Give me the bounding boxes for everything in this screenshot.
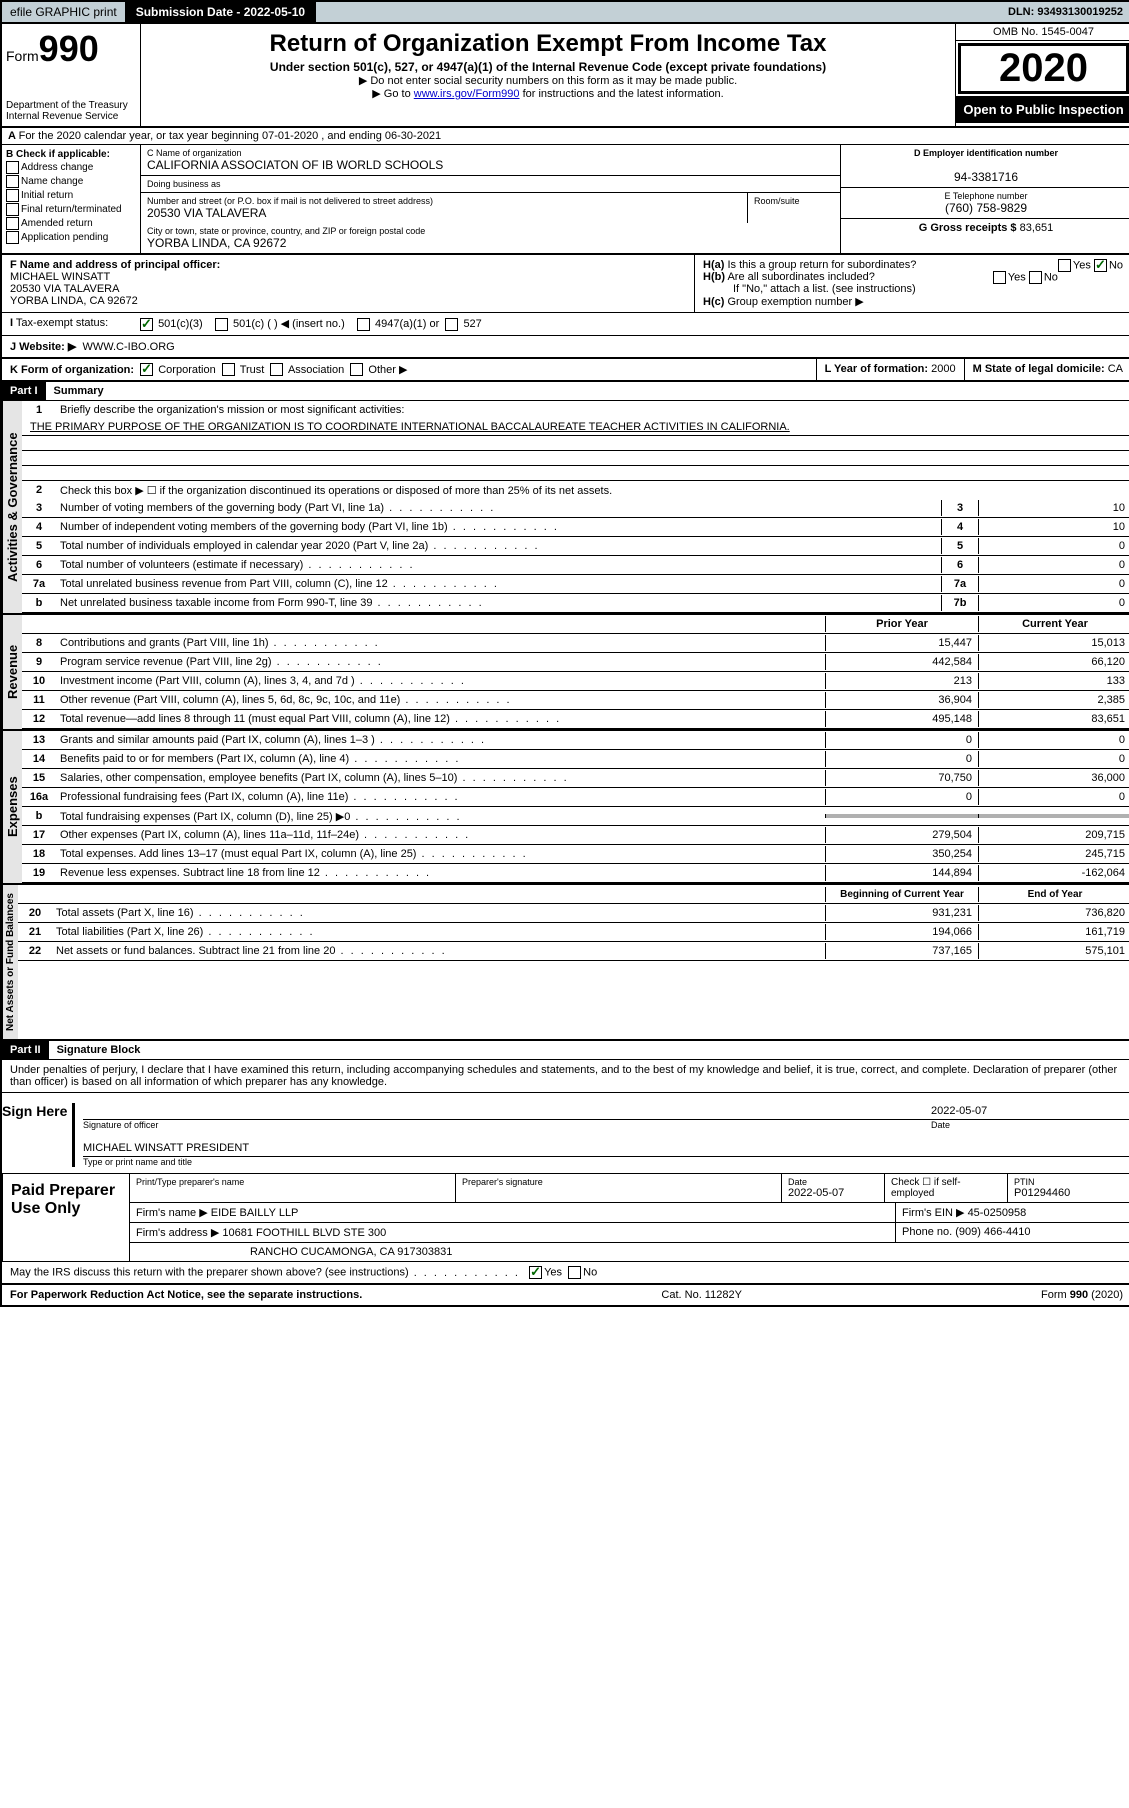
- discuss-row: May the IRS discuss this return with the…: [2, 1262, 1129, 1285]
- part2-header: Part II: [2, 1041, 49, 1059]
- chk-initial[interactable]: Initial return: [6, 189, 136, 202]
- ein-cell: D Employer identification number94-33817…: [841, 145, 1129, 188]
- tax-year: 2020: [958, 43, 1129, 94]
- efile-label: efile GRAPHIC print: [2, 2, 126, 22]
- paid-preparer: Paid Preparer Use Only: [3, 1174, 130, 1261]
- footer-right: Form 990 (2020): [1041, 1289, 1123, 1301]
- department: Department of the Treasury Internal Reve…: [6, 100, 136, 122]
- chk-pending[interactable]: Application pending: [6, 231, 136, 244]
- omb-number: OMB No. 1545-0047: [956, 24, 1129, 41]
- date-lbl: Date: [931, 1120, 1129, 1130]
- sig-date: 2022-05-07: [931, 1105, 1129, 1117]
- chk-amended[interactable]: Amended return: [6, 217, 136, 230]
- dln: DLN: 93493130019252: [1000, 3, 1129, 21]
- chk-501c3[interactable]: [140, 318, 153, 331]
- city-cell: City or town, state or province, country…: [141, 223, 840, 253]
- sign-here: Sign Here: [2, 1103, 72, 1167]
- dba-cell: Doing business as: [141, 176, 840, 193]
- col-current: Current Year: [978, 616, 1129, 632]
- org-name-cell: C Name of organizationCALIFORNIA ASSOCIA…: [141, 145, 840, 176]
- form-title: Return of Organization Exempt From Incom…: [145, 30, 951, 58]
- side-governance: Activities & Governance: [2, 401, 22, 613]
- principal-officer: F Name and address of principal officer:…: [2, 255, 695, 312]
- chk-4947[interactable]: [357, 318, 370, 331]
- state-domicile: M State of legal domicile: CA: [964, 359, 1129, 381]
- footer-mid: Cat. No. 11282Y: [661, 1289, 742, 1301]
- group-return: H(a) Is this a group return for subordin…: [695, 255, 1129, 312]
- phone-cell: E Telephone number(760) 758-9829: [841, 188, 1129, 219]
- address-cell: Number and street (or P.O. box if mail i…: [141, 193, 748, 223]
- side-netassets: Net Assets or Fund Balances: [2, 885, 18, 1039]
- sig-name: MICHAEL WINSATT PRESIDENT: [83, 1142, 1129, 1154]
- website-row: J Website: ▶ WWW.C-IBO.ORG: [2, 336, 1129, 359]
- k-form-org: K Form of organization: Corporation Trus…: [2, 359, 816, 381]
- chk-trust[interactable]: [222, 363, 235, 376]
- irs-link[interactable]: www.irs.gov/Form990: [414, 88, 520, 100]
- row-a: A For the 2020 calendar year, or tax yea…: [2, 128, 1129, 145]
- side-expenses: Expenses: [2, 731, 22, 883]
- note-ssn: ▶ Do not enter social security numbers o…: [145, 74, 951, 87]
- gross-receipts: G Gross receipts $ 83,651: [841, 219, 1129, 237]
- sig-name-lbl: Type or print name and title: [83, 1157, 1129, 1167]
- room-cell: Room/suite: [748, 193, 840, 223]
- col-begin: Beginning of Current Year: [825, 887, 978, 902]
- col-b-checks: B Check if applicable: Address change Na…: [2, 145, 141, 253]
- line2-text: Check this box ▶ ☐ if the organization d…: [56, 482, 1129, 499]
- side-revenue: Revenue: [2, 615, 22, 729]
- submission-date: Submission Date - 2022-05-10: [126, 2, 316, 22]
- form-header: Form990 Department of the Treasury Inter…: [2, 24, 1129, 128]
- chk-assoc[interactable]: [270, 363, 283, 376]
- chk-discuss-no[interactable]: [568, 1266, 581, 1279]
- form-number: Form990: [6, 28, 136, 70]
- chk-corp[interactable]: [140, 363, 153, 376]
- col-prior: Prior Year: [825, 616, 978, 632]
- tax-status-row: I Tax-exempt status: 501(c)(3) 501(c) ( …: [2, 313, 1129, 336]
- chk-501c[interactable]: [215, 318, 228, 331]
- chk-name[interactable]: Name change: [6, 175, 136, 188]
- note-link: ▶ Go to www.irs.gov/Form990 for instruct…: [145, 87, 951, 100]
- mission-text: THE PRIMARY PURPOSE OF THE ORGANIZATION …: [22, 419, 1129, 436]
- form-subtitle: Under section 501(c), 527, or 4947(a)(1)…: [145, 60, 951, 74]
- declaration: Under penalties of perjury, I declare th…: [2, 1060, 1129, 1093]
- part2-title: Signature Block: [49, 1042, 149, 1058]
- topbar: efile GRAPHIC print Submission Date - 20…: [2, 2, 1129, 24]
- chk-address[interactable]: Address change: [6, 161, 136, 174]
- chk-other[interactable]: [350, 363, 363, 376]
- col-end: End of Year: [978, 887, 1129, 902]
- inspection-notice: Open to Public Inspection: [956, 96, 1129, 123]
- chk-final[interactable]: Final return/terminated: [6, 203, 136, 216]
- sig-officer-lbl: Signature of officer: [83, 1120, 931, 1130]
- footer-left: For Paperwork Reduction Act Notice, see …: [10, 1289, 362, 1301]
- part1-title: Summary: [46, 383, 112, 399]
- line1-text: Briefly describe the organization's miss…: [56, 402, 1129, 418]
- year-formation: L Year of formation: 2000: [816, 359, 964, 381]
- chk-527[interactable]: [445, 318, 458, 331]
- part1-header: Part I: [2, 382, 46, 400]
- chk-discuss-yes[interactable]: [529, 1266, 542, 1279]
